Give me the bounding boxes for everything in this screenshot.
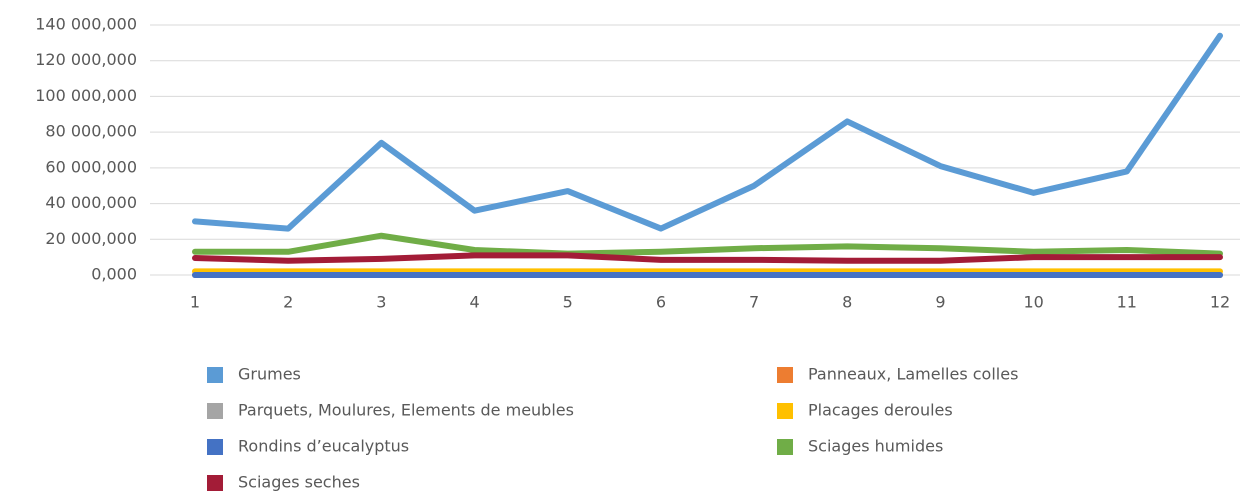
- x-tick-label: 12: [1210, 293, 1230, 312]
- legend-label: Grumes: [238, 365, 301, 384]
- y-tick-label: 120 000,000: [35, 50, 137, 69]
- legend-label: Sciages seches: [238, 473, 360, 492]
- y-tick-label: 100 000,000: [35, 86, 137, 105]
- legend-swatch: [207, 475, 223, 491]
- line-series: [192, 232, 1223, 257]
- legend-label: Placages deroules: [808, 401, 953, 420]
- y-tick-label: 20 000,000: [45, 229, 137, 248]
- legend-swatch: [777, 403, 793, 419]
- x-tick-label: 3: [376, 293, 386, 312]
- x-tick-label: 11: [1117, 293, 1137, 312]
- x-tick-label: 10: [1023, 293, 1043, 312]
- x-tick-label: 6: [656, 293, 666, 312]
- x-tick-label: 4: [469, 293, 479, 312]
- legend-label: Sciages humides: [808, 437, 943, 456]
- x-tick-label: 9: [935, 293, 945, 312]
- x-tick-label: 8: [842, 293, 852, 312]
- x-tick-label: 1: [190, 293, 200, 312]
- legend-swatch: [207, 439, 223, 455]
- legend-swatch: [207, 367, 223, 383]
- y-tick-label: 80 000,000: [45, 122, 137, 141]
- legend-swatch: [777, 439, 793, 455]
- x-tick-label: 7: [749, 293, 759, 312]
- y-tick-label: 40 000,000: [45, 193, 137, 212]
- x-tick-label: 5: [563, 293, 573, 312]
- y-tick-label: 60 000,000: [45, 157, 137, 176]
- legend-label: Panneaux, Lamelles colles: [808, 365, 1018, 384]
- legend-label: Rondins d’eucalyptus: [238, 437, 409, 456]
- line-series: [192, 32, 1223, 232]
- legend-swatch: [777, 367, 793, 383]
- y-tick-label: 140 000,000: [35, 15, 137, 34]
- legend-swatch: [207, 403, 223, 419]
- x-tick-label: 2: [283, 293, 293, 312]
- legend-label: Parquets, Moulures, Elements de meubles: [238, 401, 574, 420]
- y-tick-label: 0,000: [91, 265, 137, 284]
- line-series: [192, 252, 1223, 264]
